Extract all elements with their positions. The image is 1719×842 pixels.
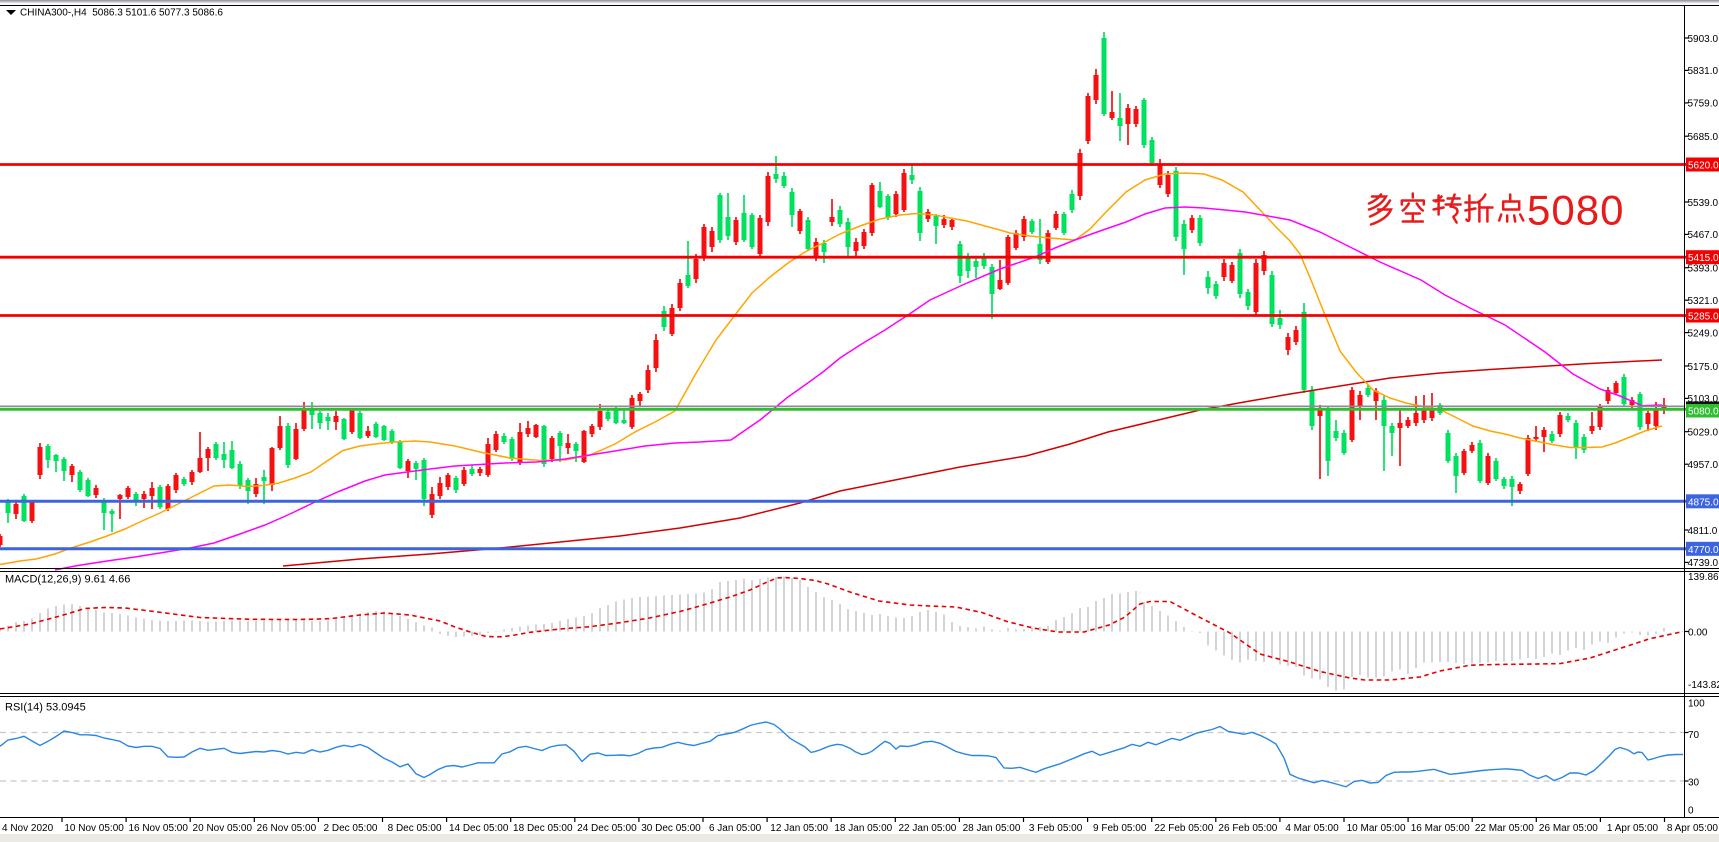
svg-text:CHINA300-,H4 5086.3 5101.6 50: CHINA300-,H4 5086.3 5101.6 5077.3 5086.6 <box>20 8 223 19</box>
svg-text:5415.0: 5415.0 <box>1688 253 1719 264</box>
svg-text:5539.0: 5539.0 <box>1688 198 1719 209</box>
svg-text:30: 30 <box>1688 778 1700 789</box>
svg-text:-143.82: -143.82 <box>1688 680 1719 691</box>
svg-text:4957.0: 4957.0 <box>1688 460 1719 471</box>
svg-text:100: 100 <box>1688 699 1705 710</box>
svg-text:4739.0: 4739.0 <box>1688 558 1719 569</box>
svg-text:MACD(12,26,9) 9.61 4.66: MACD(12,26,9) 9.61 4.66 <box>5 574 130 586</box>
svg-text:22 Jan 05:00: 22 Jan 05:00 <box>898 823 956 834</box>
svg-text:5080.0: 5080.0 <box>1688 407 1719 418</box>
svg-text:28 Jan 05:00: 28 Jan 05:00 <box>963 823 1021 834</box>
svg-text:9 Feb 05:00: 9 Feb 05:00 <box>1093 823 1147 834</box>
svg-text:30 Dec 05:00: 30 Dec 05:00 <box>641 823 701 834</box>
svg-text:5620.0: 5620.0 <box>1688 161 1719 172</box>
svg-text:5249.0: 5249.0 <box>1688 328 1719 339</box>
svg-text:16 Nov 05:00: 16 Nov 05:00 <box>128 823 188 834</box>
svg-text:14 Dec 05:00: 14 Dec 05:00 <box>449 823 509 834</box>
svg-text:12 Jan 05:00: 12 Jan 05:00 <box>770 823 828 834</box>
svg-text:5029.0: 5029.0 <box>1688 428 1719 439</box>
svg-text:22 Feb 05:00: 22 Feb 05:00 <box>1154 823 1213 834</box>
svg-text:5393.0: 5393.0 <box>1688 264 1719 275</box>
svg-text:5903.0: 5903.0 <box>1688 34 1719 45</box>
svg-text:18 Dec 05:00: 18 Dec 05:00 <box>513 823 573 834</box>
svg-text:26 Nov 05:00: 26 Nov 05:00 <box>257 823 317 834</box>
svg-text:10 Mar 05:00: 10 Mar 05:00 <box>1347 823 1406 834</box>
svg-text:5321.0: 5321.0 <box>1688 296 1719 307</box>
svg-text:5175.0: 5175.0 <box>1688 362 1719 373</box>
svg-text:5103.0: 5103.0 <box>1688 394 1719 405</box>
svg-text:4875.0: 4875.0 <box>1688 497 1719 508</box>
svg-text:26 Mar 05:00: 26 Mar 05:00 <box>1539 823 1598 834</box>
svg-text:2 Dec 05:00: 2 Dec 05:00 <box>324 823 378 834</box>
svg-text:4 Nov 2020: 4 Nov 2020 <box>2 823 54 834</box>
svg-text:4770.0: 4770.0 <box>1688 545 1719 556</box>
svg-text:0.00: 0.00 <box>1688 628 1708 639</box>
svg-text:22 Mar 05:00: 22 Mar 05:00 <box>1475 823 1534 834</box>
svg-text:26 Feb 05:00: 26 Feb 05:00 <box>1218 823 1277 834</box>
svg-text:8 Dec 05:00: 8 Dec 05:00 <box>388 823 442 834</box>
svg-text:3 Feb 05:00: 3 Feb 05:00 <box>1029 823 1083 834</box>
svg-text:1 Apr 05:00: 1 Apr 05:00 <box>1607 823 1659 834</box>
svg-text:5685.0: 5685.0 <box>1688 132 1719 143</box>
svg-text:RSI(14) 53.0945: RSI(14) 53.0945 <box>5 702 86 714</box>
svg-text:5080: 5080 <box>1527 187 1624 234</box>
svg-text:20 Nov 05:00: 20 Nov 05:00 <box>193 823 253 834</box>
svg-text:70: 70 <box>1688 730 1700 741</box>
svg-text:6 Jan 05:00: 6 Jan 05:00 <box>709 823 762 834</box>
svg-text:5285.0: 5285.0 <box>1688 312 1719 323</box>
svg-text:18 Jan 05:00: 18 Jan 05:00 <box>834 823 892 834</box>
svg-text:10 Nov 05:00: 10 Nov 05:00 <box>64 823 124 834</box>
svg-text:5759.0: 5759.0 <box>1688 99 1719 110</box>
svg-text:16 Mar 05:00: 16 Mar 05:00 <box>1411 823 1470 834</box>
svg-text:5831.0: 5831.0 <box>1688 66 1719 77</box>
svg-text:24 Dec 05:00: 24 Dec 05:00 <box>577 823 637 834</box>
svg-text:8 Apr 05:00: 8 Apr 05:00 <box>1667 823 1719 834</box>
svg-text:4 Mar 05:00: 4 Mar 05:00 <box>1285 823 1339 834</box>
svg-text:4811.0: 4811.0 <box>1688 526 1718 537</box>
svg-text:139.86: 139.86 <box>1688 572 1719 583</box>
svg-text:0: 0 <box>1688 806 1694 817</box>
svg-text:5467.0: 5467.0 <box>1688 230 1719 241</box>
